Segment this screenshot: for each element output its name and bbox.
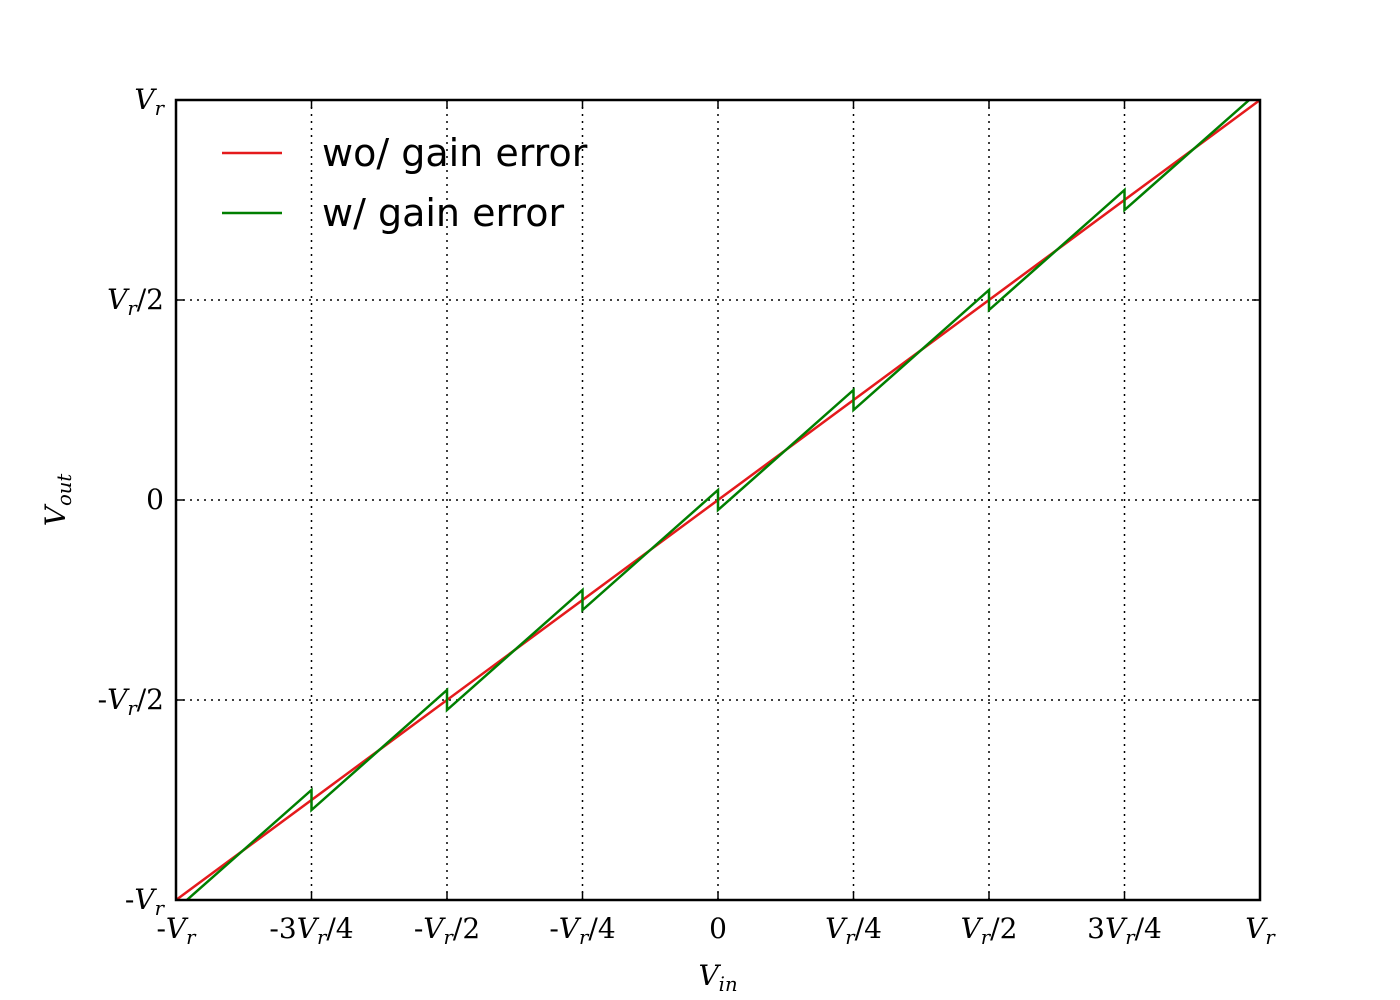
tick-marks (175, 99, 1261, 901)
x-tick-label: -Vr/4 (549, 912, 615, 949)
x-tick-label: -Vr (156, 912, 197, 949)
x-tick-label: Vr/2 (961, 912, 1018, 949)
grid-lines (176, 100, 1260, 900)
x-tick-label: Vr/4 (825, 912, 882, 949)
legend: wo/ gain error w/ gain error (222, 131, 588, 235)
x-tick-label: 0 (709, 912, 727, 945)
series-line-2 (186, 100, 1250, 900)
y-axis-label: Vout (39, 474, 76, 527)
x-tick-label: -3Vr/4 (269, 912, 353, 949)
tick-labels: -Vr -3Vr/4 -Vr/2 -Vr/4 0 Vr/4 Vr/2 3Vr/4 Vr -Vr -V… (98, 83, 1277, 949)
x-tick-label: -Vr/2 (414, 912, 480, 949)
x-tick-label: 3Vr/4 (1087, 912, 1162, 949)
y-tick-label: Vr (134, 83, 165, 120)
y-tick-label: 0 (146, 483, 164, 516)
y-tick-label: -Vr/2 (98, 683, 164, 720)
y-tick-label: Vr/2 (107, 283, 164, 320)
y-tick-label: -Vr (125, 883, 166, 920)
x-axis-label: Vin (698, 959, 737, 996)
legend-entry-label: w/ gain error (322, 191, 564, 235)
legend-entry-label: wo/ gain error (322, 131, 588, 175)
x-tick-label: Vr (1245, 912, 1276, 949)
plot-series (176, 100, 1260, 900)
